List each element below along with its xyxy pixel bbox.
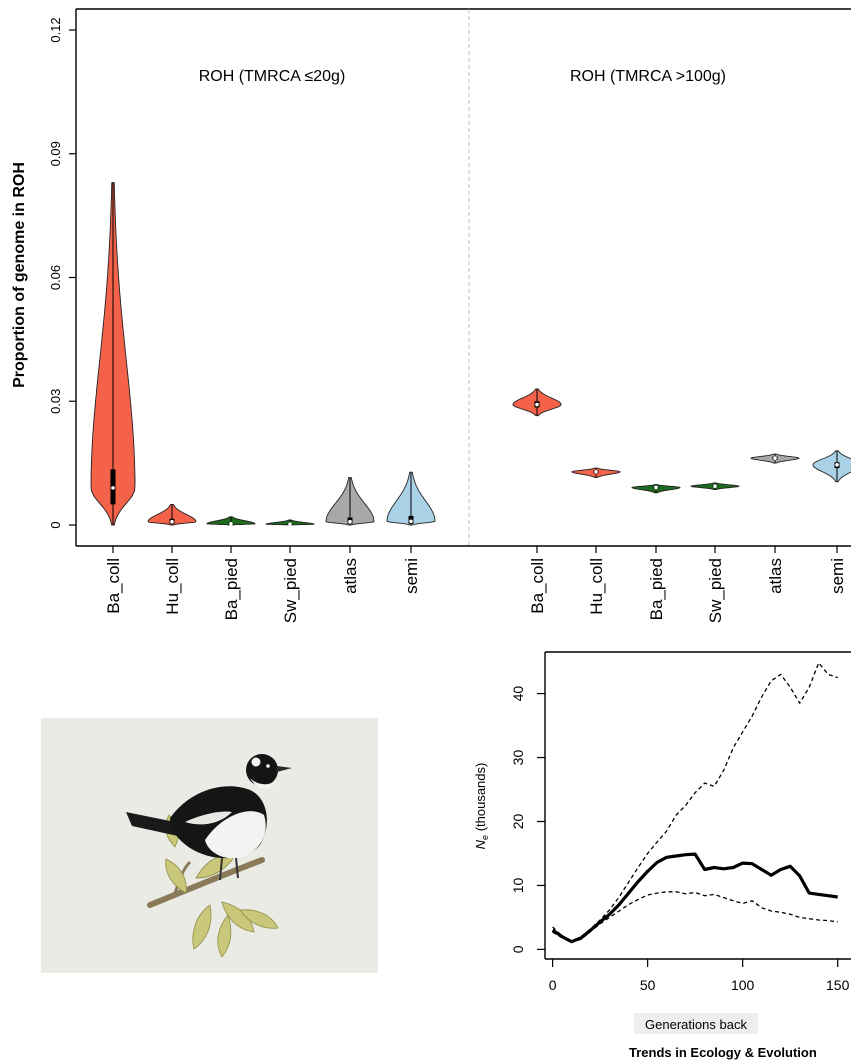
violin-Ba_coll	[512, 388, 562, 417]
ne-y-tick-label: 0	[510, 945, 526, 953]
violin-median-point	[594, 469, 598, 474]
violin-median-point	[835, 462, 839, 467]
ne-ticks: 0 50 100 150 0 10 20 30 40	[510, 686, 850, 993]
leaves	[165, 814, 279, 958]
y-tick-label: 0	[48, 521, 63, 528]
ne-series-dashed-1	[552, 662, 838, 942]
violin-Sw_pied	[265, 519, 315, 526]
violin-Ba_pied	[206, 516, 256, 526]
violin-median-point	[535, 402, 539, 407]
ne-y-label-suffix: (thousands)	[473, 763, 488, 835]
ne-y-label-subscript: e	[480, 835, 490, 840]
ne-y-tick-label: 30	[510, 750, 526, 766]
category-label: Ba_coll	[528, 558, 547, 614]
ne-y-axis-label: Ne (thousands)	[473, 763, 490, 850]
violin-Hu_coll	[571, 467, 621, 479]
bird-head	[246, 754, 278, 786]
panel-title-left: ROH (TMRCA ≤20g)	[199, 68, 346, 85]
category-label: Ba_coll	[104, 558, 123, 614]
violin-median-point	[713, 484, 717, 489]
panel-title-right: ROH (TMRCA >100g)	[570, 68, 726, 85]
category-label: Ba_pied	[647, 558, 666, 620]
ne-x-axis-label: Generations back	[645, 1017, 747, 1032]
category-label: Sw_pied	[281, 558, 300, 623]
category-label: Hu_coll	[163, 558, 182, 615]
violin-body	[812, 450, 851, 483]
bird-tail	[126, 812, 178, 836]
bird-forehead-patch	[251, 757, 261, 767]
category-labels: Ba_coll Hu_coll Ba_pied Sw_pied atlas semi Ba_…	[104, 546, 847, 623]
violin-median-point	[654, 485, 658, 490]
violin-median-point	[348, 519, 352, 524]
y-tick-label: 0.12	[48, 17, 63, 42]
category-label: semi	[828, 558, 847, 594]
category-label: semi	[402, 558, 421, 594]
violin-Ba_pied	[631, 484, 681, 494]
violins	[90, 182, 851, 526]
violin-semi	[386, 471, 436, 526]
category-label: Ba_pied	[222, 558, 241, 620]
bird-belly	[205, 811, 266, 859]
branch	[147, 857, 265, 908]
bird-collar	[250, 778, 276, 789]
bird-illustration	[41, 718, 378, 973]
ne-x-tick-label: 50	[640, 977, 656, 993]
violin-median-point	[170, 519, 174, 524]
bird-wing-patch	[185, 811, 232, 825]
y-tick-label: 0.09	[48, 141, 63, 166]
ne-line-chart: 0 50 100 150 0 10 20 30 40 Ne (thousands) Genera…	[473, 651, 851, 1034]
ne-y-tick-label: 20	[510, 813, 526, 829]
ne-x-tick-label: 0	[549, 977, 557, 993]
violin-atlas	[750, 453, 800, 464]
ne-y-tick-label: 10	[510, 877, 526, 893]
ne-series-solid-0	[551, 852, 838, 944]
violin-atlas	[325, 477, 375, 526]
violin-median-point	[773, 456, 777, 460]
violin-Sw_pied	[690, 482, 740, 490]
category-label: Sw_pied	[706, 558, 725, 623]
ne-y-label-symbol: N	[473, 839, 488, 849]
bird-eye	[266, 764, 270, 768]
ne-x-tick-label: 100	[731, 977, 755, 993]
ne-x-label-box	[634, 1013, 758, 1034]
category-label: atlas	[341, 558, 360, 594]
violin-median-point	[288, 522, 292, 526]
violin-chart: 0 0.03 0.06 0.09 0.12 Proportion of genome i…	[11, 8, 851, 623]
y-axis-label: Proportion of genome in ROH	[11, 162, 28, 388]
ne-y-tick-label: 40	[510, 686, 526, 702]
journal-footer: Trends in Ecology & Evolution	[629, 1045, 817, 1060]
y-tick-label: 0.06	[48, 265, 63, 290]
ne-series-dashed-2	[552, 891, 838, 944]
violin-median-point	[111, 486, 115, 490]
y-tick-label: 0.03	[48, 389, 63, 414]
category-label: atlas	[766, 558, 785, 594]
violin-semi	[812, 450, 851, 483]
bird-legs	[219, 857, 239, 881]
violin-median-point	[409, 519, 413, 524]
violin-Ba_coll	[90, 182, 136, 526]
ne-x-tick-label: 150	[826, 977, 850, 993]
y-ticks: 0 0.03 0.06 0.09 0.12	[48, 17, 76, 529]
violin-Hu_coll	[147, 503, 197, 526]
category-label: Hu_coll	[587, 558, 606, 615]
ne-series-lines	[551, 662, 838, 944]
violin-median-point	[229, 521, 233, 526]
bird-beak	[277, 766, 292, 772]
